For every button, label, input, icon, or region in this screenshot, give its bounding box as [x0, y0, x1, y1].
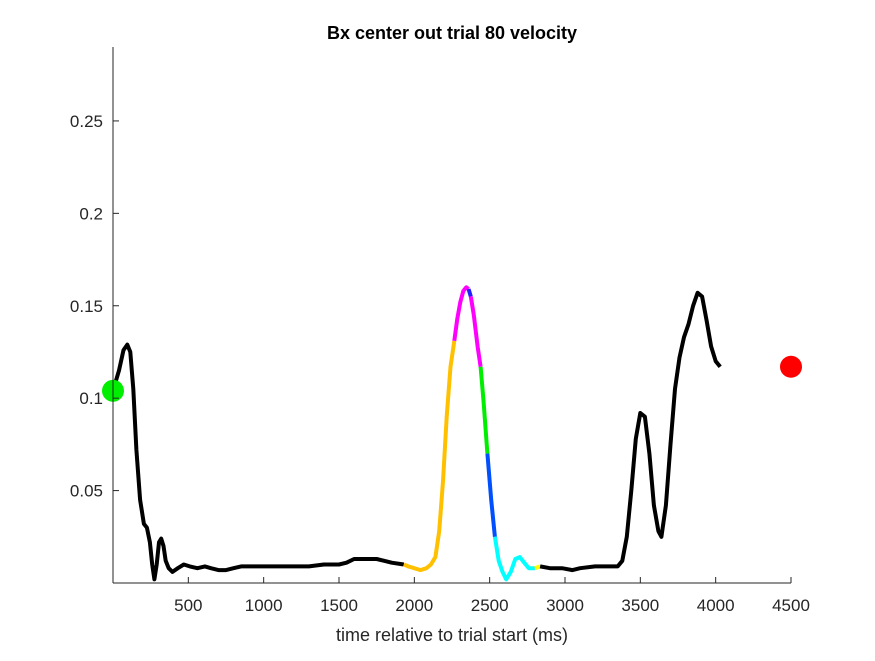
- y-ticks: 0.05 0.1 0.15 0.2 0.25: [70, 112, 119, 501]
- x-ticks: 500 1000 1500 2000 2500 3000 3500 4000 4500: [174, 577, 810, 615]
- y-tick-label: 0.15: [70, 297, 103, 316]
- velocity-segment-2: [452, 285, 470, 342]
- velocity-segment-1: [403, 340, 457, 573]
- x-tick-label: 2000: [395, 596, 433, 615]
- x-tick-label: 500: [174, 596, 202, 615]
- velocity-segment-6: [485, 453, 497, 537]
- plot-lines: [111, 285, 722, 582]
- velocity-segment-5: [478, 366, 490, 454]
- y-tick-label: 0.05: [70, 482, 103, 501]
- axes: 500 1000 1500 2000 2500 3000 3500 4000 4500 0.05…: [70, 47, 810, 615]
- x-tick-label: 3000: [546, 596, 584, 615]
- x-tick-label: 1000: [245, 596, 283, 615]
- x-axis-label: time relative to trial start (ms): [336, 625, 568, 645]
- velocity-segment-8: [534, 564, 541, 571]
- y-tick-label: 0.2: [79, 204, 103, 223]
- velocity-segment-3: [466, 288, 473, 298]
- velocity-segment-0: [111, 342, 405, 582]
- x-tick-label: 4000: [697, 596, 735, 615]
- x-tick-label: 2500: [471, 596, 509, 615]
- x-tick-label: 4500: [772, 596, 810, 615]
- chart-title: Bx center out trial 80 velocity: [327, 23, 577, 43]
- velocity-segment-7: [492, 536, 535, 582]
- x-tick-label: 3500: [621, 596, 659, 615]
- velocity-segment-9: [539, 290, 722, 573]
- velocity-segment-4: [468, 296, 483, 368]
- end-marker: [780, 355, 802, 378]
- y-tick-label: 0.1: [79, 389, 103, 408]
- x-tick-label: 1500: [320, 596, 358, 615]
- y-tick-label: 0.25: [70, 112, 103, 131]
